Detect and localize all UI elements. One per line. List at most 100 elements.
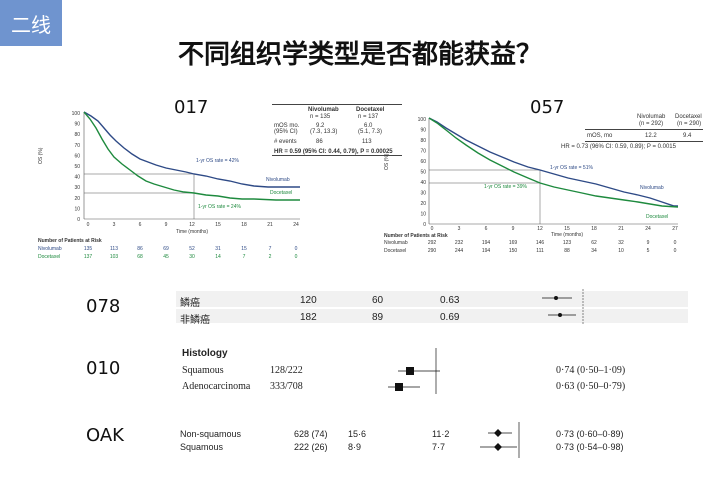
svg-text:12: 12 — [537, 226, 543, 232]
nivo-rate-057: 1-yr OS rate = 51% — [550, 165, 593, 171]
nivo-curve-057 — [428, 117, 678, 207]
f078-hr-2: 0.69 — [440, 312, 460, 323]
svg-text:24: 24 — [645, 226, 651, 232]
risk-row-doc-017: Docetaxel 137 103 68 45 30 14 7 2 0 — [38, 254, 298, 260]
risk-row-nivo-057: Nivolumab 292 232 194 169 146 123 62 32 … — [384, 240, 677, 246]
ylabel-017: OS (%) — [38, 147, 44, 164]
point-078-2 — [558, 313, 562, 317]
svg-text:31: 31 — [215, 246, 221, 252]
doc-events: 113 — [362, 139, 372, 145]
point-oak-1 — [494, 429, 502, 437]
svg-text:30: 30 — [189, 254, 195, 260]
svg-text:62: 62 — [591, 240, 597, 246]
svg-text:111: 111 — [536, 248, 544, 254]
svg-text:40: 40 — [420, 180, 426, 186]
svg-text:194: 194 — [482, 240, 491, 246]
risk-row-nivo-017: Nivolumab 135 113 86 69 52 31 15 7 0 — [38, 246, 298, 252]
nivo-curve-017 — [83, 111, 300, 188]
foak-b-1: 11·2 — [432, 429, 450, 439]
svg-text:0: 0 — [295, 254, 298, 260]
svg-text:10: 10 — [74, 206, 80, 212]
svg-text:7: 7 — [269, 246, 272, 252]
nivo-label-057: Nivolumab — [640, 185, 664, 191]
svg-text:12: 12 — [189, 222, 195, 228]
summary-table-057: Nivolumab (n = 292) Docetaxel (n = 290) … — [561, 112, 703, 154]
svg-text:27: 27 — [672, 226, 678, 232]
th-nivo-n: n = 135 — [310, 114, 331, 120]
doc-mos: 6.0 — [364, 123, 373, 129]
svg-text:15: 15 — [564, 226, 570, 232]
row-mos-ci: (95% CI) — [274, 129, 298, 135]
f010-n-1: 128/222 — [270, 365, 303, 376]
foak-n-2: 222 (26) — [294, 442, 328, 452]
svg-text:Nivolumab: Nivolumab — [38, 246, 62, 252]
summary-table-017: Nivolumab n = 135 Docetaxel n = 137 mOS … — [272, 104, 402, 156]
f010-n-2: 333/708 — [270, 381, 303, 392]
svg-text:103: 103 — [110, 254, 119, 260]
forest-078-row2 — [176, 309, 688, 323]
divider-057 — [585, 129, 703, 130]
svg-text:Docetaxel: Docetaxel — [38, 254, 60, 260]
point-010-1 — [406, 367, 414, 375]
svg-text:40: 40 — [74, 175, 80, 181]
svg-text:24: 24 — [293, 222, 299, 228]
svg-text:45: 45 — [163, 254, 169, 260]
svg-text:292: 292 — [428, 240, 437, 246]
svg-text:60: 60 — [74, 153, 80, 159]
f078-a-2: 182 — [300, 312, 317, 323]
svg-text:137: 137 — [84, 254, 93, 260]
page-title: 不同组织学类型是否都能获益？ — [177, 40, 542, 70]
svg-text:32: 32 — [618, 240, 624, 246]
svg-text:0: 0 — [674, 240, 677, 246]
yticks-057: 100 90 80 70 60 50 40 30 20 10 0 — [418, 117, 427, 228]
f010-label-1: Squamous — [182, 365, 224, 376]
f010-heading: Histology — [182, 348, 228, 359]
svg-text:169: 169 — [509, 240, 518, 246]
doc-rate-017: 1-yr OS rate = 24% — [198, 204, 241, 210]
svg-text:9: 9 — [165, 222, 168, 228]
th-nivo-057: Nivolumab — [637, 114, 666, 120]
svg-text:15: 15 — [241, 246, 247, 252]
f010-hr-2: 0·63 (0·50–0·79) — [556, 381, 626, 392]
f078-b-2: 89 — [372, 312, 384, 323]
svg-text:0: 0 — [674, 248, 677, 254]
nivo-mos-057: 12.2 — [645, 133, 657, 139]
svg-text:21: 21 — [618, 226, 624, 232]
svg-text:50: 50 — [420, 170, 426, 176]
study-label-010: 010 — [86, 358, 121, 379]
svg-text:6: 6 — [139, 222, 142, 228]
foak-n-1: 628 (74) — [294, 429, 328, 439]
nivo-mos: 9.2 — [316, 123, 325, 129]
study-label-017: 017 — [174, 97, 209, 118]
svg-text:69: 69 — [163, 246, 169, 252]
svg-text:0: 0 — [77, 217, 80, 223]
km-chart-017: OS (%) 100 90 80 70 60 50 40 30 20 10 0 … — [38, 111, 300, 260]
f078-b-1: 60 — [372, 295, 384, 306]
svg-text:20: 20 — [74, 196, 80, 202]
th-nivo-n-057: (n = 292) — [639, 121, 664, 127]
svg-text:100: 100 — [72, 111, 81, 117]
foak-label-1: Non-squamous — [180, 429, 242, 439]
svg-text:7: 7 — [243, 254, 246, 260]
svg-text:3: 3 — [113, 222, 116, 228]
risk-title-057: Number of Patients at Risk — [384, 233, 448, 239]
yticks-017: 100 90 80 70 60 50 40 30 20 10 0 — [72, 111, 81, 223]
xlabel-017: Time (months) — [176, 229, 208, 235]
f078-label-1: 鳞癌 — [180, 298, 200, 309]
km-chart-057: OS (%) 100 90 80 70 60 50 40 30 20 10 0 … — [384, 117, 679, 254]
svg-text:9: 9 — [647, 240, 650, 246]
svg-text:52: 52 — [189, 246, 195, 252]
svg-text:34: 34 — [591, 248, 597, 254]
svg-text:18: 18 — [591, 226, 597, 232]
forest-078-plot — [542, 289, 584, 325]
th-doc-n: n = 137 — [358, 114, 379, 120]
hr-057: HR = 0.73 (96% CI: 0.59, 0.89); P = 0.00… — [561, 144, 676, 150]
foak-hr-1: 0·73 (0·60–0·89) — [556, 429, 624, 439]
f078-a-1: 120 — [300, 295, 317, 306]
svg-text:30: 30 — [74, 185, 80, 191]
xlabel-057: Time (months) — [551, 232, 583, 238]
th-doc: Docetaxel — [356, 107, 385, 113]
foak-a-1: 15·6 — [348, 429, 367, 439]
svg-text:15: 15 — [215, 222, 221, 228]
row-mos-057: mOS, mo — [587, 133, 613, 139]
